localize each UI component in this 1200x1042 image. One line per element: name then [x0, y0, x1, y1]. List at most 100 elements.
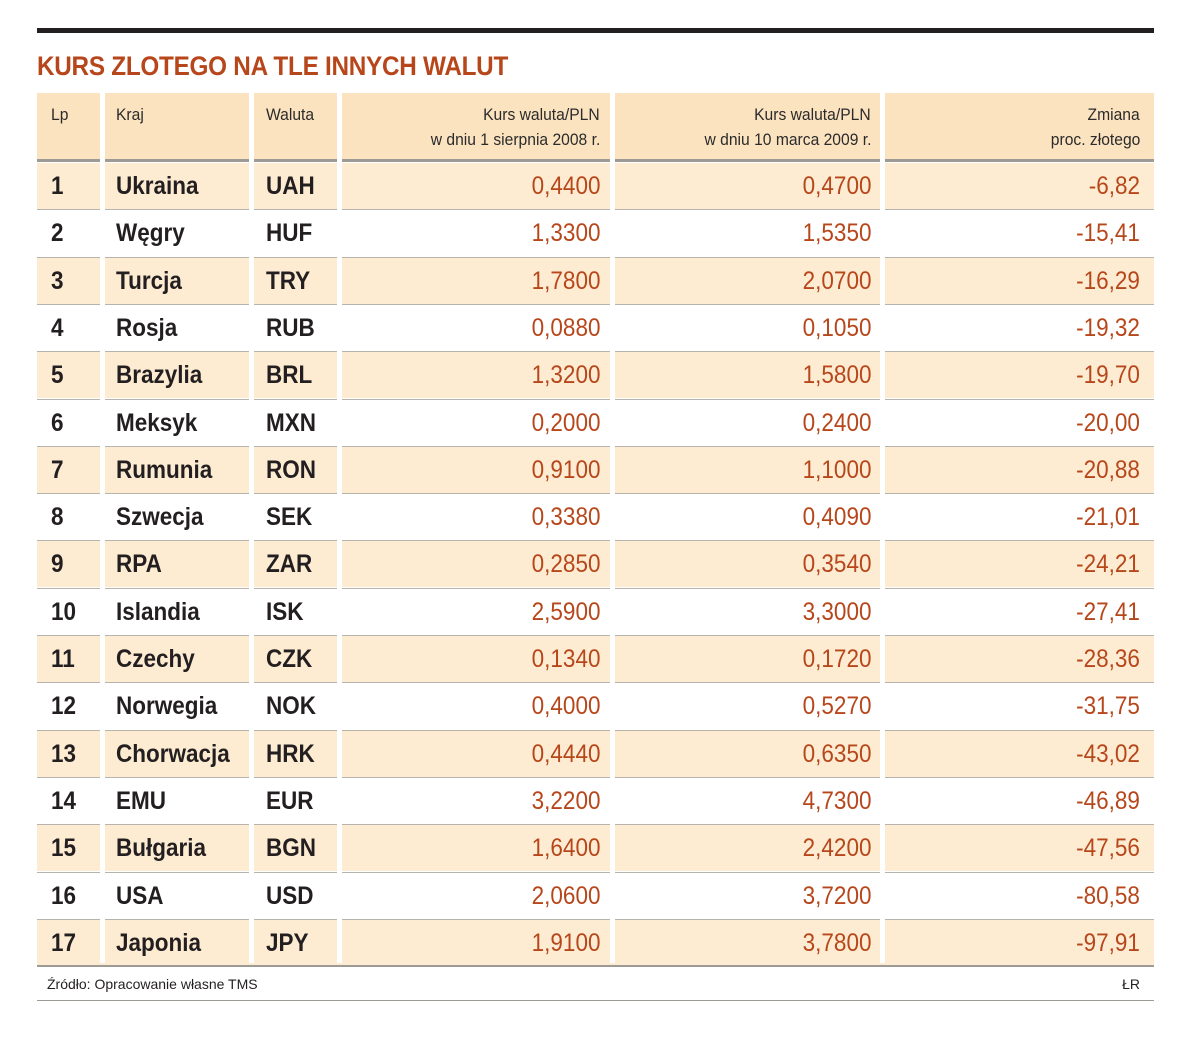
- table-row: 7 Rumunia RON 0,9100 1,1000 -20,88: [37, 447, 1154, 493]
- row-separator: [37, 872, 1154, 873]
- row-rate-2009: 3,7800: [802, 929, 871, 957]
- row-number: 16: [51, 882, 77, 910]
- row-number: 10: [51, 598, 77, 626]
- row-rate-2008: 0,3380: [531, 503, 600, 531]
- row-currency: UAH: [266, 172, 315, 200]
- row-separator: [37, 588, 1154, 589]
- currency-table-graphic: KURS ZLOTEGO NA TLE INNYCH WALUT Lp Kraj…: [37, 0, 1154, 1042]
- column-divider: [249, 93, 254, 963]
- row-rate-2008: 1,6400: [531, 834, 600, 862]
- header-zmiana-line2: proc. złotego: [1050, 130, 1140, 149]
- row-number: 8: [51, 503, 64, 531]
- row-change: -47,56: [1076, 834, 1140, 862]
- row-rate-2009: 0,4090: [802, 503, 871, 531]
- chart-title: KURS ZLOTEGO NA TLE INNYCH WALUT: [37, 51, 509, 81]
- author-initials: ŁR: [1122, 976, 1140, 992]
- row-rate-2008: 1,9100: [531, 929, 600, 957]
- row-change: -31,75: [1076, 692, 1140, 720]
- table-row: 2 Węgry HUF 1,3300 1,5350 -15,41: [37, 210, 1154, 256]
- row-country: Islandia: [116, 598, 200, 626]
- column-divider: [100, 93, 105, 963]
- row-change: -21,01: [1076, 503, 1140, 531]
- row-country: Rosja: [116, 314, 178, 342]
- row-country: Bułgaria: [116, 834, 207, 862]
- table-row: 6 Meksyk MXN 0,2000 0,2400 -20,00: [37, 400, 1154, 446]
- row-rate-2008: 0,1340: [531, 645, 600, 673]
- row-number: 12: [51, 692, 77, 720]
- header-kurs-2008-line2: w dniu 1 sierpnia 2008 r.: [430, 130, 600, 149]
- header-kurs-2009-line2: w dniu 10 marca 2009 r.: [704, 130, 871, 149]
- row-currency: CZK: [266, 645, 313, 673]
- row-separator: [37, 493, 1154, 494]
- row-currency: RUB: [266, 314, 315, 342]
- row-separator: [37, 257, 1154, 258]
- table-row: 11 Czechy CZK 0,1340 0,1720 -28,36: [37, 636, 1154, 682]
- row-rate-2008: 1,3300: [531, 219, 600, 247]
- row-change: -46,89: [1076, 787, 1140, 815]
- row-rate-2008: 1,7800: [531, 267, 600, 295]
- row-separator: [37, 446, 1154, 447]
- row-separator: [37, 399, 1154, 400]
- row-separator: [37, 919, 1154, 920]
- row-rate-2009: 1,1000: [802, 456, 871, 484]
- row-number: 5: [51, 361, 64, 389]
- table-header: [37, 93, 1154, 161]
- header-kurs-2008-line1: Kurs waluta/PLN: [483, 105, 600, 124]
- row-change: -15,41: [1076, 219, 1140, 247]
- column-divider: [880, 93, 885, 963]
- row-number: 6: [51, 409, 64, 437]
- header-kraj: Kraj: [116, 105, 144, 124]
- row-rate-2009: 1,5350: [802, 219, 871, 247]
- row-rate-2009: 2,0700: [802, 267, 871, 295]
- row-currency: JPY: [266, 929, 309, 957]
- row-country: Węgry: [116, 219, 185, 247]
- row-number: 4: [51, 314, 64, 342]
- header-lp: Lp: [51, 105, 69, 124]
- row-rate-2009: 0,1720: [802, 645, 871, 673]
- column-divider: [337, 93, 342, 963]
- row-change: -27,41: [1076, 598, 1140, 626]
- table-row: 4 Rosja RUB 0,0880 0,1050 -19,32: [37, 305, 1154, 351]
- row-number: 2: [51, 219, 64, 247]
- table-row: 10 Islandia ISK 2,5900 3,3000 -27,41: [37, 589, 1154, 635]
- row-rate-2008: 1,3200: [531, 361, 600, 389]
- row-change: -20,00: [1076, 409, 1140, 437]
- row-rate-2009: 0,5270: [802, 692, 871, 720]
- row-number: 7: [51, 456, 64, 484]
- row-rate-2009: 0,4700: [802, 172, 871, 200]
- row-country: Japonia: [116, 929, 202, 957]
- header-rule: [37, 159, 1154, 162]
- table-row: 14 EMU EUR 3,2200 4,7300 -46,89: [37, 778, 1154, 824]
- row-change: -80,58: [1076, 882, 1140, 910]
- row-rate-2008: 0,4400: [531, 172, 600, 200]
- row-number: 15: [51, 834, 77, 862]
- table-row: 17 Japonia JPY 1,9100 3,7800 -97,91: [37, 920, 1154, 966]
- row-change: -16,29: [1076, 267, 1140, 295]
- row-change: -6,82: [1088, 172, 1140, 200]
- row-country: Turcja: [116, 267, 182, 295]
- row-country: Meksyk: [116, 409, 198, 437]
- row-number: 13: [51, 740, 77, 768]
- top-rule: [37, 28, 1154, 33]
- row-separator: [37, 730, 1154, 731]
- footer-rule: [37, 1000, 1154, 1001]
- row-separator: [37, 682, 1154, 683]
- row-rate-2008: 2,0600: [531, 882, 600, 910]
- row-country: Szwecja: [116, 503, 204, 531]
- row-country: Brazylia: [116, 361, 203, 389]
- row-separator: [37, 824, 1154, 825]
- row-change: -19,70: [1076, 361, 1140, 389]
- row-separator: [37, 304, 1154, 305]
- row-currency: RON: [266, 456, 317, 484]
- column-divider: [610, 93, 615, 963]
- row-country: Ukraina: [116, 172, 199, 200]
- row-separator: [37, 351, 1154, 352]
- table-row: 12 Norwegia NOK 0,4000 0,5270 -31,75: [37, 683, 1154, 729]
- row-country: Chorwacja: [116, 740, 230, 768]
- row-rate-2008: 0,2000: [531, 409, 600, 437]
- row-number: 9: [51, 550, 64, 578]
- row-currency: ZAR: [266, 550, 313, 578]
- row-country: RPA: [116, 550, 162, 578]
- row-currency: SEK: [266, 503, 313, 531]
- row-number: 17: [51, 929, 77, 957]
